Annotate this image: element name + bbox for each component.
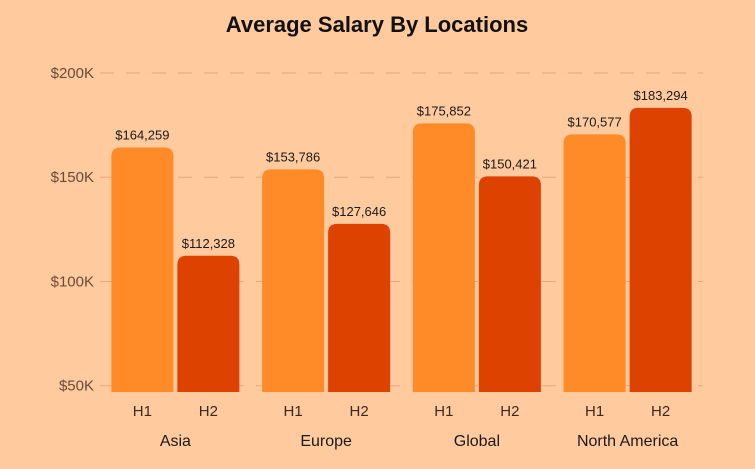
x-category-label: Asia — [160, 433, 191, 450]
data-label: $153,786 — [266, 149, 320, 164]
y-axis-ticks: $50K $100K $150K $200K — [51, 65, 94, 395]
bar-north-america-h1 — [563, 134, 626, 392]
x-subcategory-label: H2 — [350, 403, 369, 420]
bar-europe-h2 — [328, 223, 391, 392]
data-label: $175,852 — [417, 103, 471, 118]
bar-global-h2 — [478, 176, 541, 392]
bar-asia-h1 — [111, 147, 174, 392]
x-category-label: Global — [454, 433, 500, 450]
chart-title: Average Salary By Locations — [226, 12, 528, 37]
y-tick-label: $150K — [51, 169, 94, 186]
y-tick-label: $200K — [51, 65, 94, 82]
y-tick-label: $100K — [51, 273, 94, 290]
x-subcategory-label: H1 — [585, 403, 604, 420]
data-label: $150,421 — [483, 156, 537, 171]
bar-global-h1 — [412, 123, 475, 393]
bar-north-america-h2 — [629, 107, 692, 392]
x-subcategory-label: H2 — [500, 403, 519, 420]
x-subcategory-label: H1 — [133, 403, 152, 420]
bar-europe-h1 — [262, 169, 325, 392]
data-label: $112,328 — [182, 236, 235, 251]
x-subcategory-label: H1 — [434, 403, 453, 420]
data-labels: $164,259 $112,328 $153,786 $127,646 $175,852… — [115, 88, 687, 251]
y-tick-label: $50K — [59, 378, 94, 395]
x-subcategory-label: H2 — [199, 403, 218, 420]
bar-asia-h2 — [177, 255, 240, 392]
data-label: $164,259 — [115, 128, 169, 143]
x-subcategory-label: H1 — [284, 403, 303, 420]
data-label: $183,294 — [634, 88, 688, 103]
data-label: $127,646 — [332, 204, 386, 219]
x-category-label: North America — [577, 433, 678, 450]
bars — [111, 107, 692, 393]
x-subcategory-label: H2 — [651, 403, 670, 420]
x-category-label: Europe — [300, 433, 352, 450]
data-label: $170,577 — [568, 114, 622, 129]
